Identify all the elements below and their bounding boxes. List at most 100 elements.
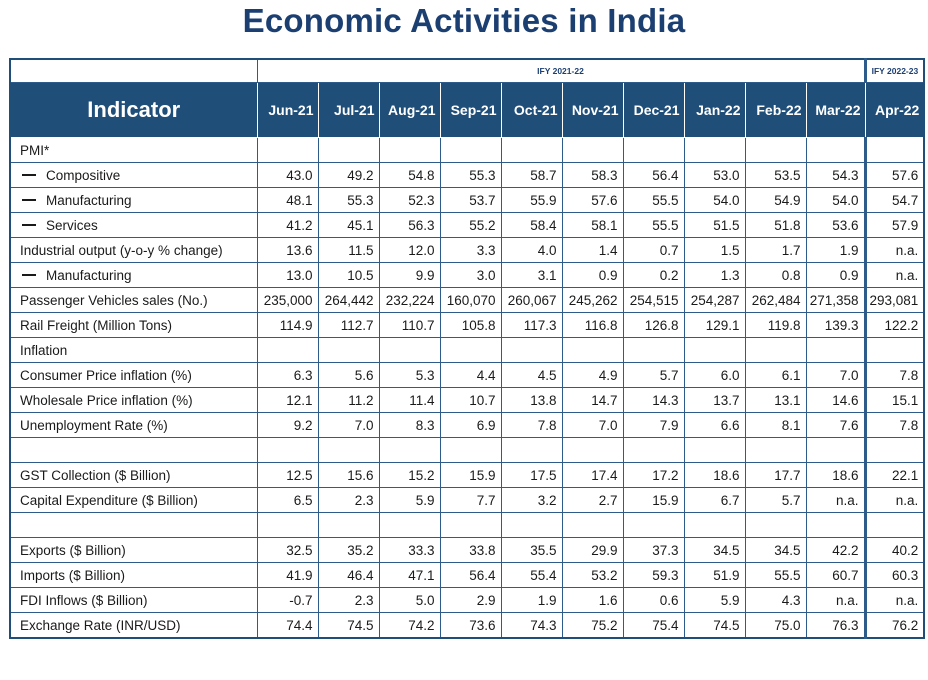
- table-row: FDI Inflows ($ Billion) -0.7 2.3 5.0 2.9 1.9 1…: [9, 587, 925, 613]
- row-label: [9, 437, 258, 463]
- table-cell: 271,358: [805, 287, 866, 313]
- table-cell: 53.7: [439, 187, 502, 213]
- table-cell: 262,484: [744, 287, 807, 313]
- table-cell: 75.0: [744, 612, 807, 639]
- table-cell: 7.7: [439, 487, 502, 513]
- table-cell: 12.5: [256, 462, 319, 488]
- row-label-text: FDI Inflows ($ Billion): [20, 592, 148, 608]
- table-cell: 54.8: [378, 162, 441, 188]
- table-cell: n.a.: [863, 237, 925, 263]
- table-cell: 10.7: [439, 387, 502, 413]
- row-label: Exports ($ Billion): [9, 537, 258, 563]
- table-cell: [805, 512, 866, 538]
- table-cell: [683, 337, 746, 363]
- table-cell: 60.7: [805, 562, 866, 588]
- table-cell: [744, 337, 807, 363]
- table-cell: [378, 437, 441, 463]
- table-cell: 52.3: [378, 187, 441, 213]
- table-cell: [805, 337, 866, 363]
- row-label-text: Passenger Vehicles sales (No.): [20, 292, 208, 308]
- table-cell: 122.2: [863, 312, 925, 338]
- table-cell: 18.6: [683, 462, 746, 488]
- table-cell: 13.7: [683, 387, 746, 413]
- table-cell: 58.7: [500, 162, 563, 188]
- row-label: Industrial output (y-o-y % change): [9, 237, 258, 263]
- month-header: Feb-22: [744, 82, 807, 138]
- table-cell: 33.8: [439, 537, 502, 563]
- table-cell: 4.9: [561, 362, 624, 388]
- table-row: Compositive 43.0 49.2 54.8 55.3 58.7 58.3 56.4 5…: [9, 162, 925, 188]
- row-label-text: Services: [46, 217, 98, 233]
- table-cell: 15.9: [622, 487, 685, 513]
- row-label-text: PMI*: [20, 142, 50, 158]
- indicator-header: Indicator: [9, 82, 258, 138]
- table-cell: 7.0: [805, 362, 866, 388]
- table-cell: 1.9: [500, 587, 563, 613]
- row-label: Passenger Vehicles sales (No.): [9, 287, 258, 313]
- table-cell: 14.6: [805, 387, 866, 413]
- table-cell: 47.1: [378, 562, 441, 588]
- table-cell: [622, 337, 685, 363]
- table-cell: 5.7: [622, 362, 685, 388]
- table-cell: 14.3: [622, 387, 685, 413]
- month-header: Jul-21: [317, 82, 380, 138]
- table-cell: [317, 512, 380, 538]
- table-cell: [561, 337, 624, 363]
- row-label-text: Manufacturing: [46, 267, 132, 283]
- table-cell: 75.2: [561, 612, 624, 639]
- table-cell: 17.5: [500, 462, 563, 488]
- table-cell: 54.0: [805, 187, 866, 213]
- table-cell: 58.3: [561, 162, 624, 188]
- table-row: Industrial output (y-o-y % change) 13.6 11…: [9, 237, 925, 263]
- table-cell: 58.4: [500, 212, 563, 238]
- table-cell: 1.9: [805, 237, 866, 263]
- row-label-text: Consumer Price inflation (%): [20, 367, 192, 383]
- table-cell: 9.2: [256, 412, 319, 438]
- table-cell: 7.0: [561, 412, 624, 438]
- table-cell: 8.1: [744, 412, 807, 438]
- table-cell: 4.5: [500, 362, 563, 388]
- table-cell: 6.1: [744, 362, 807, 388]
- table-row: Imports ($ Billion) 41.9 46.4 47.1 56.4 55.4 5…: [9, 562, 925, 588]
- table-cell: [439, 512, 502, 538]
- dash-icon: [22, 273, 36, 276]
- table-cell: [561, 512, 624, 538]
- table-cell: [805, 137, 866, 163]
- table-cell: 56.4: [622, 162, 685, 188]
- table-cell: 74.5: [317, 612, 380, 639]
- table-cell: 35.2: [317, 537, 380, 563]
- table-cell: 76.3: [805, 612, 866, 639]
- table-cell: 7.6: [805, 412, 866, 438]
- table-row: Consumer Price inflation (%) 6.3 5.6 5.3 4.4…: [9, 362, 925, 388]
- row-label-text: Wholesale Price inflation (%): [20, 392, 193, 408]
- row-label-text: Exports ($ Billion): [20, 542, 126, 558]
- table-cell: [378, 137, 441, 163]
- table-cell: [863, 512, 925, 538]
- table-cell: [561, 437, 624, 463]
- table-cell: 42.2: [805, 537, 866, 563]
- table-row: Passenger Vehicles sales (No.) 235,000 264…: [9, 287, 925, 313]
- table-cell: [439, 337, 502, 363]
- table-row: Manufacturing 48.1 55.3 52.3 53.7 55.9 57.6 55.…: [9, 187, 925, 213]
- table-cell: [622, 437, 685, 463]
- table-cell: 33.3: [378, 537, 441, 563]
- table-cell: 7.8: [863, 362, 925, 388]
- row-label: Unemployment Rate (%): [9, 412, 258, 438]
- month-header: Oct-21: [500, 82, 563, 138]
- table-cell: 51.5: [683, 212, 746, 238]
- table-cell: -0.7: [256, 587, 319, 613]
- table-row: [9, 437, 925, 463]
- table-cell: 1.5: [683, 237, 746, 263]
- table-cell: 53.2: [561, 562, 624, 588]
- table-cell: 14.7: [561, 387, 624, 413]
- table-cell: 57.6: [561, 187, 624, 213]
- table-cell: 12.1: [256, 387, 319, 413]
- table-cell: 114.9: [256, 312, 319, 338]
- table-cell: 2.3: [317, 487, 380, 513]
- table-cell: 54.7: [863, 187, 925, 213]
- table-cell: 51.9: [683, 562, 746, 588]
- table-cell: 48.1: [256, 187, 319, 213]
- table-row: Manufacturing 13.0 10.5 9.9 3.0 3.1 0.9 0.2 1.3 0…: [9, 262, 925, 288]
- table-cell: [863, 337, 925, 363]
- table-cell: 55.9: [500, 187, 563, 213]
